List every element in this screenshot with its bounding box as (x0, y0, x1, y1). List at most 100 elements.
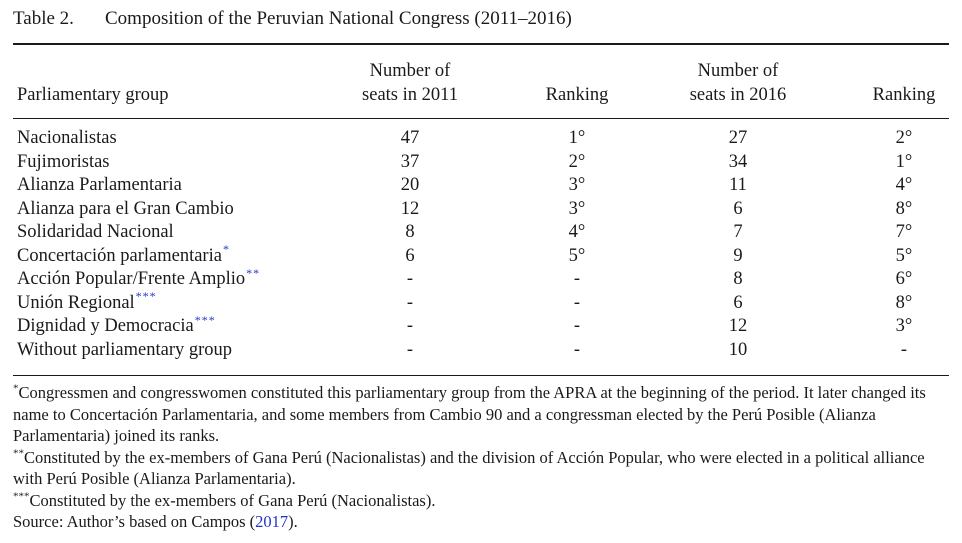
header-seats-2011: Number of seats in 2011 (310, 59, 510, 107)
table-row: Unión Regional*** - - 6 8° (0, 289, 962, 315)
seats-2016-cell: 6 (733, 292, 743, 313)
header-parliamentary-group: Parliamentary group (17, 85, 169, 105)
ranking-2011-cell: - (573, 316, 581, 336)
table-row: Dignidad y Democracia*** - - 12 3° (0, 312, 962, 338)
ranking-2011-cell: 1° (568, 128, 586, 148)
group-name: Acción Popular/Frente Amplio (17, 269, 246, 289)
footnote-marker: * (222, 242, 230, 257)
group-cell: Solidaridad Nacional (17, 221, 175, 244)
footnote-2: **Constituted by the ex-members of Gana … (13, 447, 949, 490)
ranking-2016-cell: 7° (895, 222, 913, 242)
seats-2011-cell: - (406, 316, 414, 336)
footnote-2-marker: ** (13, 447, 24, 459)
footnote-1: *Congressmen and congresswomen constitut… (13, 382, 949, 447)
group-name: Dignidad y Democracia (17, 316, 194, 336)
footnote-3-text: Constituted by the ex-members of Gana Pe… (29, 490, 436, 510)
group-cell: Concertación parlamentaria* (17, 242, 230, 268)
footnote-marker: *** (135, 289, 157, 304)
seats-2011-cell: 37 (400, 151, 420, 172)
table-title: Composition of the Peruvian National Con… (105, 8, 572, 29)
group-cell: Without parliamentary group (17, 339, 233, 362)
top-rule (13, 43, 949, 45)
footnote-1-text: Congressmen and congresswomen constitute… (13, 383, 926, 445)
source-note: Source: Author’s based on Campos (2017). (13, 511, 949, 533)
group-name: Fujimoristas (17, 151, 110, 172)
header-seats-2016: Number of seats in 2016 (638, 59, 838, 107)
seats-2016-cell: 12 (728, 316, 748, 336)
seats-2011-cell: 20 (400, 175, 420, 195)
seats-2011-cell: 12 (400, 198, 420, 219)
footnote-1-marker: * (13, 382, 19, 395)
header-seats-2016-line2: seats in 2016 (689, 85, 787, 105)
table-row: Concertación parlamentaria* 6 5° 9 5° (0, 242, 962, 268)
seats-2016-cell: 9 (733, 245, 743, 266)
seats-2011-cell: 6 (405, 245, 415, 266)
group-cell: Unión Regional*** (17, 289, 157, 315)
ranking-2016-cell: 6° (895, 269, 913, 289)
header-seats-2016-line1: Number of (697, 61, 779, 81)
ranking-2016-cell: 8° (895, 198, 913, 219)
ranking-2011-cell: 3° (568, 175, 586, 195)
seats-2016-cell: 6 (733, 198, 743, 219)
ranking-2016-cell: 8° (895, 292, 913, 313)
group-name: Nacionalistas (17, 128, 117, 148)
ranking-2011-cell: - (573, 292, 581, 313)
footnote-3: ***Constituted by the ex-members of Gana… (13, 490, 949, 512)
seats-2016-cell: 10 (728, 339, 748, 360)
source-prefix: Source: Author’s based on Campos ( (13, 512, 256, 531)
group-name: Without parliamentary group (17, 339, 233, 360)
table-row: Acción Popular/Frente Amplio** - - 8 6° (0, 265, 962, 291)
ranking-2016-cell: - (900, 339, 908, 360)
group-cell: Alianza para el Gran Cambio (17, 198, 235, 221)
seats-2011-cell: 8 (405, 222, 415, 242)
seats-2011-cell: - (406, 269, 414, 289)
table-notes: *Congressmen and congresswomen constitut… (13, 382, 949, 533)
header-ranking-2016: Ranking (872, 85, 936, 105)
group-cell: Acción Popular/Frente Amplio** (17, 265, 261, 291)
seats-2016-cell: 11 (729, 175, 747, 195)
group-cell: Nacionalistas (17, 127, 118, 150)
ranking-2011-cell: - (573, 339, 581, 360)
table-row: Nacionalistas 47 1° 27 2° (0, 127, 962, 150)
ranking-2016-cell: 1° (895, 151, 913, 172)
group-name: Alianza Parlamentaria (17, 175, 182, 195)
ranking-2011-cell: 2° (568, 151, 586, 172)
table-row: Fujimoristas 37 2° 34 1° (0, 151, 962, 174)
group-name: Unión Regional (17, 292, 135, 313)
footnote-2-text: Constituted by the ex-members of Gana Pe… (13, 447, 925, 489)
group-cell: Fujimoristas (17, 151, 111, 174)
table-caption: Table 2. Composition of the Peruvian Nati… (13, 8, 572, 30)
table-row: Alianza Parlamentaria 20 3° 11 4° (0, 174, 962, 197)
header-seats-2011-line1: Number of (369, 61, 451, 81)
footnote-marker: ** (246, 265, 261, 280)
footnote-marker: *** (194, 312, 216, 327)
table-label: Table 2. (13, 8, 74, 29)
footnote-3-marker: *** (13, 490, 30, 502)
header-seats-2011-line2: seats in 2011 (362, 85, 458, 105)
table-row: Alianza para el Gran Cambio 12 3° 6 8° (0, 198, 962, 221)
group-name: Alianza para el Gran Cambio (17, 198, 234, 219)
ranking-2016-cell: 5° (895, 245, 913, 266)
ranking-2011-cell: 5° (568, 245, 586, 266)
ranking-2016-cell: 3° (895, 316, 913, 336)
seats-2011-cell: 47 (400, 128, 420, 148)
table-row: Without parliamentary group - - 10 - (0, 339, 962, 362)
seats-2016-cell: 7 (733, 222, 743, 242)
seats-2016-cell: 27 (728, 128, 748, 148)
header-rule (13, 118, 949, 119)
ranking-2011-cell: 3° (568, 198, 586, 219)
ranking-2016-cell: 4° (895, 175, 913, 195)
seats-2011-cell: - (406, 292, 414, 313)
table-row: Solidaridad Nacional 8 4° 7 7° (0, 221, 962, 244)
group-cell: Alianza Parlamentaria (17, 174, 183, 197)
source-suffix: ). (288, 512, 298, 531)
citation-link[interactable]: 2017 (255, 512, 289, 531)
header-ranking-2011: Ranking (545, 85, 609, 105)
ranking-2011-cell: - (573, 269, 581, 289)
seats-2016-cell: 34 (728, 151, 748, 172)
ranking-2011-cell: 4° (568, 222, 586, 242)
group-name: Solidaridad Nacional (17, 222, 174, 242)
seats-2016-cell: 8 (733, 269, 743, 289)
seats-2011-cell: - (406, 339, 414, 360)
